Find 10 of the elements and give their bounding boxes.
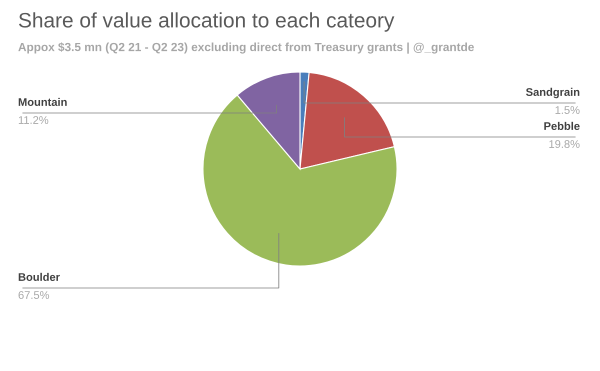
- slice-label: Mountain: [18, 98, 67, 106]
- slice-label: Pebble: [544, 122, 580, 130]
- slice-label: Boulder: [18, 272, 60, 281]
- data-label: 11.2%: [18, 116, 48, 124]
- chart-title: Share of value allocation to each cateory: [18, 12, 394, 32]
- chart-subtitle: Appox $3.5 mn (Q2 21 - Q2 23) excluding direct from Treasury grants | @_grantde: [18, 42, 474, 54]
- data-label: 67.5%: [18, 291, 50, 299]
- data-label: 19.8%: [549, 140, 580, 148]
- data-label: 1.5%: [556, 106, 580, 114]
- slice-label: Sandgrain: [526, 88, 580, 98]
